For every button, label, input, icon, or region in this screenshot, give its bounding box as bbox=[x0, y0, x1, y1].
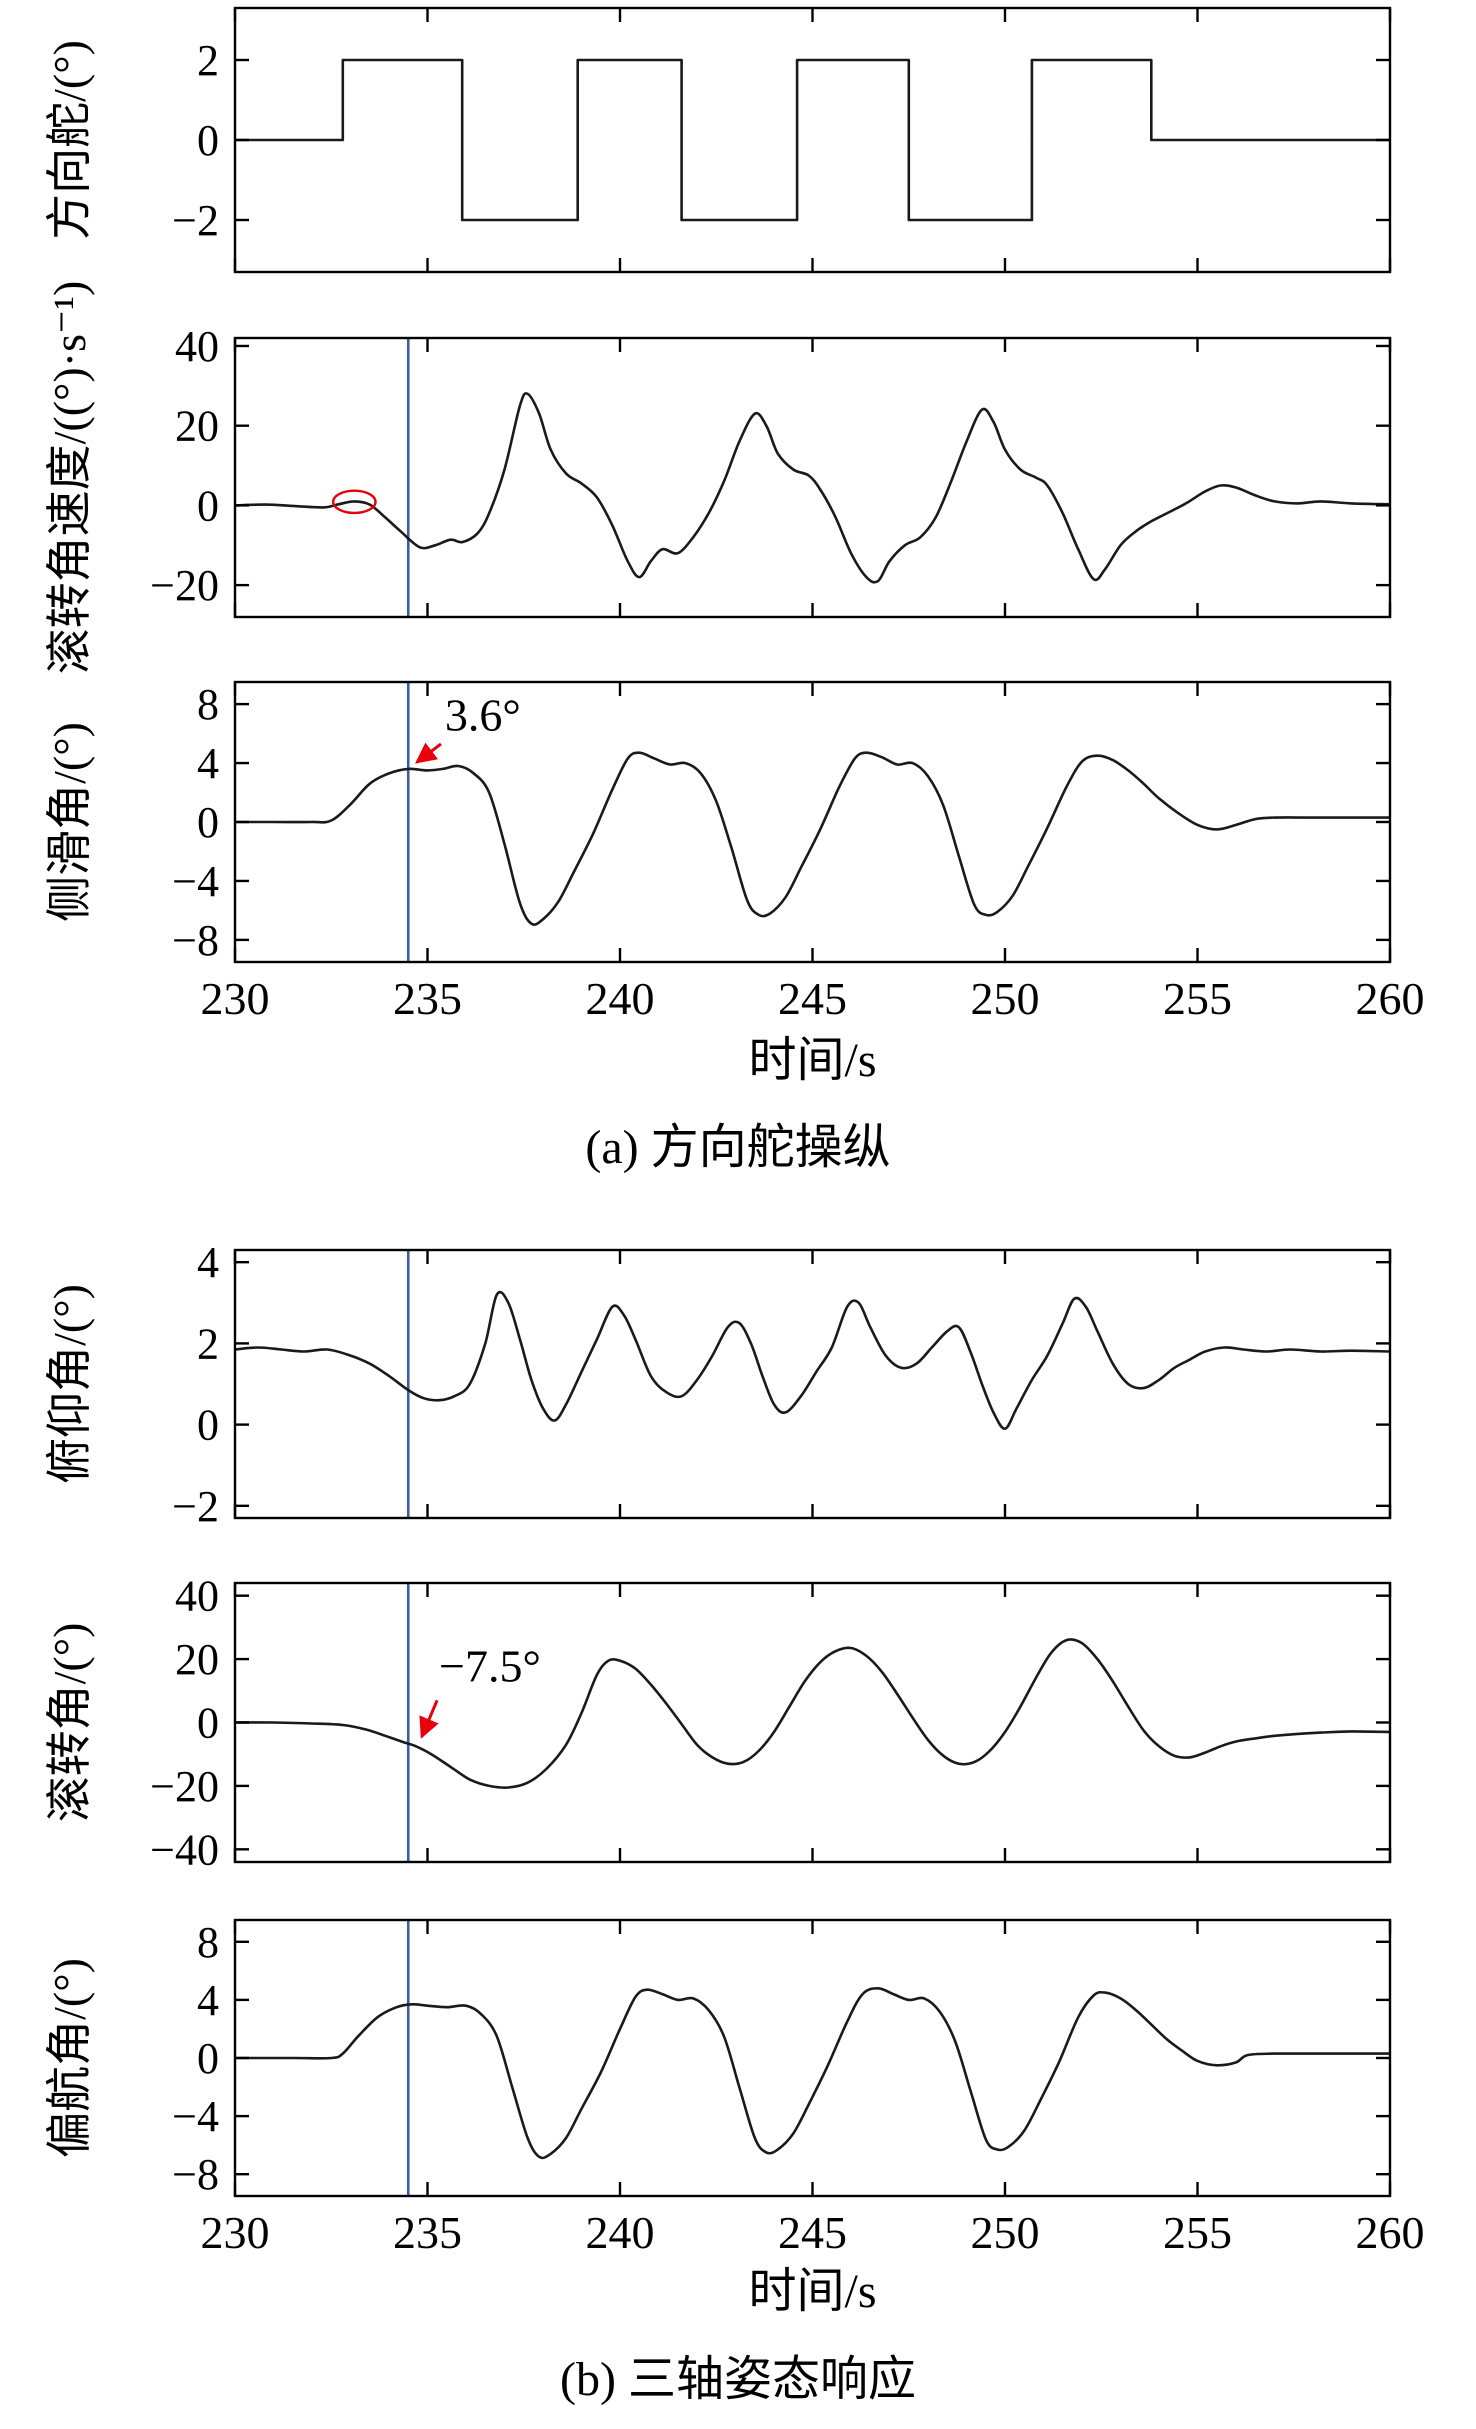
y-tick-label: −4 bbox=[172, 2092, 219, 2141]
y-tick-label: 0 bbox=[197, 1699, 219, 1748]
annotation-arrow bbox=[419, 1699, 439, 1739]
y-tick-label: 40 bbox=[175, 322, 219, 371]
x-tick-label: 230 bbox=[201, 973, 270, 1024]
y-tick-label: 4 bbox=[197, 1238, 219, 1287]
panel-yaw: 8 4 0 −4 −8 230 235 240 245 250 255 260 偏航角/(°) bbox=[44, 1918, 1425, 2258]
y-tick-label: 4 bbox=[197, 739, 219, 788]
x-tick-label: 230 bbox=[201, 2207, 270, 2258]
y-tick-label: 40 bbox=[175, 1572, 219, 1621]
x-tick-label: 260 bbox=[1356, 2207, 1425, 2258]
y-tick-label: −4 bbox=[172, 857, 219, 906]
curve-yaw-angle bbox=[234, 1987, 1391, 2160]
x-tick-label: 245 bbox=[778, 973, 847, 1024]
y-tick-label: 8 bbox=[197, 1918, 219, 1967]
x-tick-label: 240 bbox=[586, 973, 655, 1024]
y-tick-label: 0 bbox=[197, 116, 219, 165]
panel-rudder: 2 0 −2 方向舵/(°) bbox=[44, 6, 1392, 274]
curve-roll-angle bbox=[234, 1638, 1391, 1789]
annotation-label: 3.6° bbox=[445, 690, 521, 741]
panel-roll-rate: 40 20 0 −20 滚转角速度/((°)·s⁻¹) bbox=[44, 281, 1392, 675]
panel-sideslip: 8 4 0 −4 −8 230 235 240 245 250 255 260 侧滑角/(°) 3.6° bbox=[44, 680, 1425, 1024]
y-tick-label: 0 bbox=[197, 1401, 219, 1450]
y-tick-label: −8 bbox=[172, 916, 219, 965]
y-axis-label-roll: 滚转角/(°) bbox=[44, 1623, 95, 1823]
y-tick-label: 2 bbox=[197, 36, 219, 85]
x-tick-label: 245 bbox=[778, 2207, 847, 2258]
caption-a: (a) 方向舵操纵 bbox=[585, 1121, 891, 1174]
y-tick-label: 0 bbox=[197, 798, 219, 847]
y-tick-label: 0 bbox=[197, 2034, 219, 2083]
y-tick-label: −20 bbox=[150, 1762, 219, 1811]
y-axis-label-pitch: 俯仰角/(°) bbox=[44, 1284, 95, 1484]
y-tick-label: 4 bbox=[197, 1976, 219, 2025]
curve-roll-rate bbox=[234, 392, 1391, 584]
y-axis-label-rudder: 方向舵/(°) bbox=[44, 40, 95, 240]
x-axis-label-b: 时间/s bbox=[748, 2265, 877, 2318]
y-tick-label: 20 bbox=[175, 402, 219, 451]
highlight-ellipse bbox=[331, 489, 377, 515]
y-tick-label: −40 bbox=[150, 1825, 219, 1874]
x-tick-label: 235 bbox=[393, 973, 462, 1024]
annotation-label: −7.5° bbox=[439, 1640, 541, 1691]
y-tick-label: −20 bbox=[150, 561, 219, 610]
y-tick-label: −2 bbox=[172, 196, 219, 245]
x-tick-label: 260 bbox=[1356, 973, 1425, 1024]
annotation-arrow bbox=[415, 742, 442, 764]
panel-roll: 40 20 0 −20 −40 滚转角/(°) −7.5° bbox=[44, 1572, 1392, 1874]
x-tick-label: 235 bbox=[393, 2207, 462, 2258]
x-tick-label: 240 bbox=[586, 2207, 655, 2258]
caption-b: (b) 三轴姿态响应 bbox=[560, 2353, 916, 2406]
curve-sideslip-angle bbox=[234, 751, 1391, 926]
curve-rudder-command bbox=[234, 58, 1391, 222]
y-axis-label-roll-rate: 滚转角速度/((°)·s⁻¹) bbox=[44, 281, 95, 675]
y-tick-label: 0 bbox=[197, 481, 219, 530]
x-tick-label: 255 bbox=[1163, 973, 1232, 1024]
y-tick-label: 20 bbox=[175, 1635, 219, 1684]
panel-pitch: 4 2 0 −2 俯仰角/(°) bbox=[44, 1238, 1392, 1531]
y-axis-label-sideslip: 侧滑角/(°) bbox=[44, 722, 95, 922]
x-tick-label: 250 bbox=[971, 973, 1040, 1024]
y-tick-label: 2 bbox=[197, 1319, 219, 1368]
y-axis-label-yaw: 偏航角/(°) bbox=[44, 1958, 95, 2158]
curve-pitch-angle bbox=[234, 1290, 1391, 1430]
x-tick-label: 255 bbox=[1163, 2207, 1232, 2258]
y-tick-label: 8 bbox=[197, 680, 219, 729]
x-tick-label: 250 bbox=[971, 2207, 1040, 2258]
y-tick-label: −8 bbox=[172, 2150, 219, 2199]
y-tick-label: −2 bbox=[172, 1482, 219, 1531]
x-axis-label-a: 时间/s bbox=[748, 1034, 877, 1087]
